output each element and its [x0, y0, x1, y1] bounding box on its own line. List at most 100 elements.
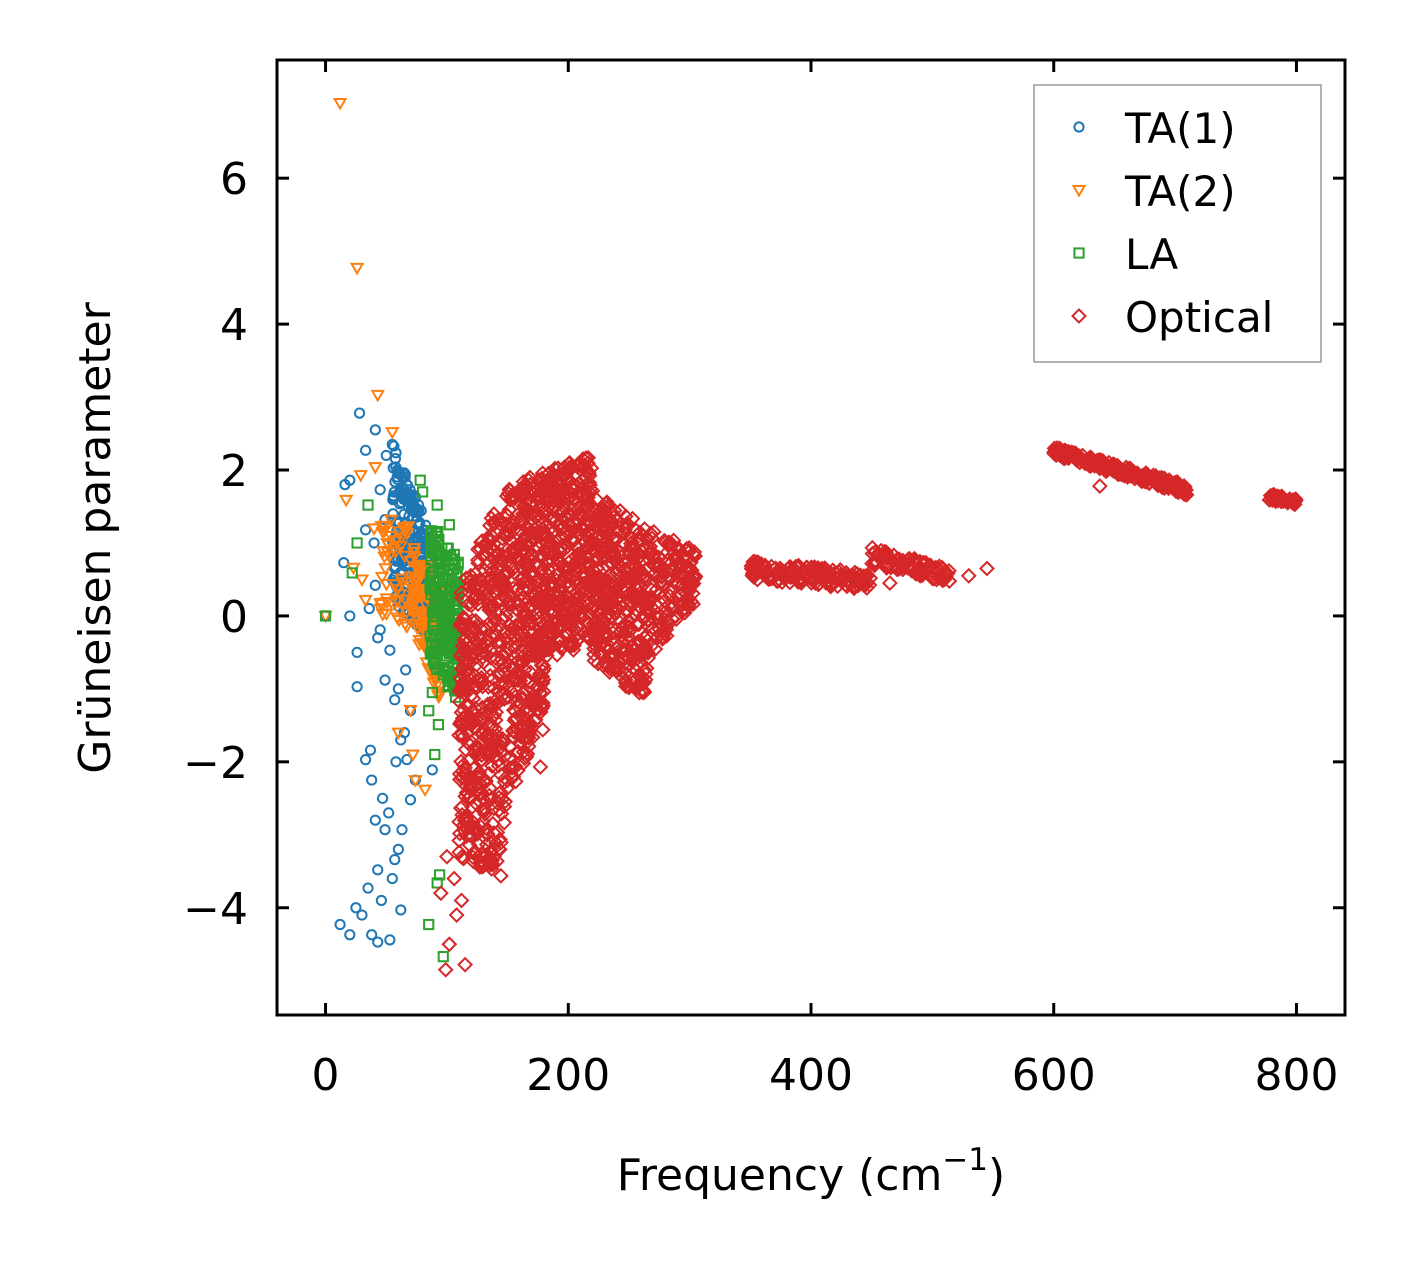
data-point-ta1 [351, 646, 363, 659]
data-point-ta1 [338, 557, 350, 569]
data-point-ta2 [389, 535, 404, 548]
data-point-optical [538, 632, 555, 649]
data-point-optical [462, 578, 478, 595]
data-point-optical [588, 552, 605, 569]
data-point-optical [453, 892, 470, 909]
data-point-ta2 [353, 470, 368, 483]
data-point-optical [569, 598, 586, 615]
data-point-optical [495, 735, 511, 751]
data-point-optical [597, 571, 614, 588]
data-point-optical [654, 628, 671, 645]
data-point-optical [534, 721, 551, 738]
data-point-optical [647, 557, 664, 574]
data-point-optical [458, 716, 474, 733]
data-point-optical [589, 574, 606, 591]
data-point-ta1 [426, 764, 438, 776]
data-point-optical [820, 566, 836, 582]
data-point-ta2 [391, 727, 406, 741]
data-point-ta1 [362, 882, 374, 894]
data-point-optical [604, 600, 621, 617]
data-point-la [429, 596, 441, 609]
data-point-optical [885, 547, 902, 564]
data-point-ta1 [376, 792, 389, 804]
data-point-optical [552, 573, 569, 590]
data-point-ta2 [406, 543, 422, 556]
data-point-ta1 [372, 632, 384, 644]
data-point-optical [572, 546, 589, 563]
data-point-optical [803, 559, 820, 576]
data-point-ta2 [415, 610, 431, 623]
data-point-ta2 [378, 563, 393, 576]
data-point-optical [912, 565, 929, 581]
data-point-optical [464, 799, 481, 816]
data-point-ta1 [379, 674, 391, 686]
data-point-optical [455, 675, 471, 691]
data-point-optical [489, 633, 506, 650]
data-point-optical [528, 696, 545, 713]
data-point-la [440, 550, 452, 562]
data-point-optical [454, 763, 471, 780]
data-point-optical [454, 659, 471, 676]
data-point-optical [545, 547, 562, 564]
data-point-optical [632, 579, 649, 596]
data-point-optical [562, 583, 579, 600]
data-point-ta1 [400, 664, 412, 676]
data-point-optical [453, 590, 470, 606]
legend-markers [1071, 121, 1087, 324]
data-point-optical [610, 522, 627, 539]
data-point-optical [648, 581, 665, 598]
data-point-ta2 [397, 522, 412, 535]
data-point-ta1 [399, 471, 411, 483]
data-point-la [429, 748, 441, 761]
data-point-ta2 [368, 462, 383, 475]
data-point-optical [551, 494, 568, 511]
data-point-ta1 [388, 440, 400, 452]
data-point-optical [1056, 449, 1073, 466]
data-point-ta2 [366, 523, 382, 536]
data-point-optical [1080, 451, 1097, 468]
data-point-optical [527, 638, 544, 655]
data-point-optical [604, 595, 620, 612]
data-point-optical [1046, 443, 1063, 460]
data-point-optical [1154, 477, 1171, 494]
data-point-optical [515, 711, 532, 728]
data-point-optical [537, 592, 554, 609]
data-point-optical [929, 560, 946, 577]
data-point-optical [491, 841, 508, 858]
data-point-optical [614, 633, 631, 650]
data-point-optical [612, 614, 628, 631]
data-point-optical [471, 764, 488, 780]
data-point-optical [471, 571, 488, 588]
data-point-optical [564, 612, 580, 628]
data-point-la [429, 640, 442, 652]
data-point-la [427, 583, 439, 595]
data-point-optical [451, 832, 468, 849]
data-point-ta1 [369, 579, 381, 591]
data-point-la [426, 686, 438, 699]
data-point-optical [569, 538, 586, 555]
data-point-optical [539, 488, 556, 505]
data-point-ta2 [354, 574, 370, 587]
data-point-optical [560, 560, 577, 577]
data-point-optical [611, 662, 628, 678]
data-point-optical [580, 489, 596, 506]
x-tick-label: 800 [1254, 1050, 1338, 1101]
data-point-ta1 [390, 756, 402, 768]
data-point-optical [459, 820, 475, 837]
data-point-optical [488, 621, 505, 638]
data-point-optical [500, 616, 517, 633]
data-point-optical [572, 460, 588, 477]
data-point-optical [467, 612, 484, 629]
data-point-optical [888, 552, 905, 568]
data-point-optical [846, 564, 863, 581]
data-point-optical [472, 646, 488, 663]
data-point-optical [548, 532, 565, 549]
data-point-la [319, 610, 332, 622]
data-point-ta2 [405, 749, 421, 763]
data-point-la [434, 869, 446, 881]
data-point-optical [566, 505, 583, 522]
data-point-ta1 [387, 462, 399, 474]
data-point-optical [632, 675, 649, 692]
data-point-ta1 [375, 894, 387, 907]
data-point-la [351, 537, 363, 549]
